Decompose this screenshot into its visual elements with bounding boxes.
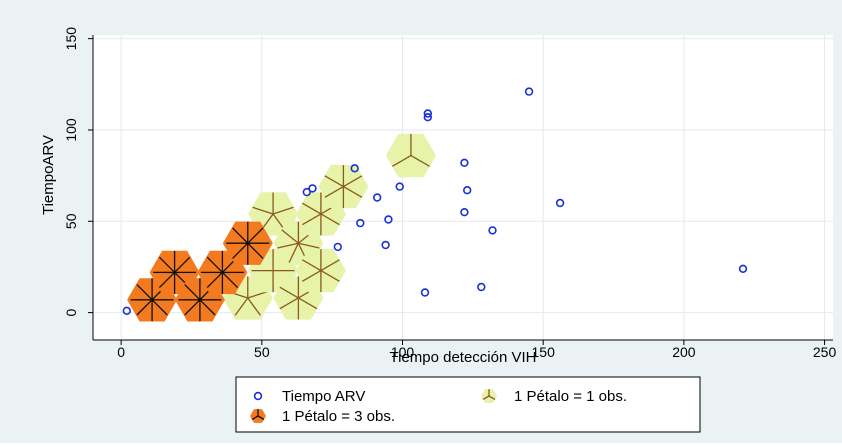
x-tick-label: 250 [813,344,837,360]
x-axis-label: Tiempo detección VIH [389,349,536,366]
x-tick-label: 50 [254,344,270,360]
legend-label-dark-petal: 1 Pétalo = 3 obs. [282,408,395,425]
y-tick-label: 50 [63,213,79,229]
legend-label-tiempo-arv: Tiempo ARV [282,388,365,405]
y-axis-label: TiempoARV [40,135,57,215]
y-tick-label: 0 [63,309,79,317]
x-tick-label: 200 [672,344,696,360]
x-tick-label: 0 [117,344,125,360]
y-tick-label: 100 [63,118,79,142]
legend: Tiempo ARV 1 Pétalo = 1 obs. 1 Pétalo = … [236,377,700,432]
y-tick-label: 150 [63,27,79,51]
legend-label-light-petal: 1 Pétalo = 1 obs. [514,388,627,405]
